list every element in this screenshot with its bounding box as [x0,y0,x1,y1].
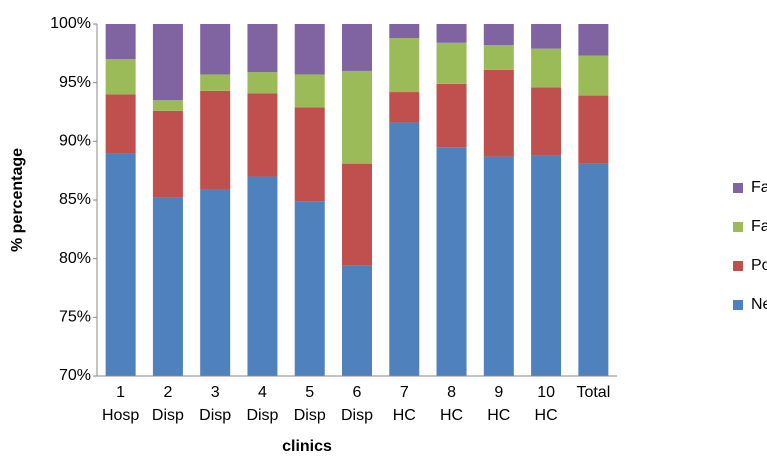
legend-label: False-Pos [751,179,767,196]
bar-segment [247,24,278,73]
bar-segment [342,265,372,376]
legend-swatch [733,261,743,271]
bar-segment [531,155,562,376]
legend-label: False-Neg [751,218,767,235]
x-axis-title: clinics [282,438,332,455]
legend-swatch [733,183,743,193]
bar-segment [294,24,325,75]
x-tick-label: Total [576,384,610,401]
x-tick-label: Disp [152,407,184,424]
bar-segment [105,59,136,95]
bar-segment [152,24,183,101]
x-tick-label: 7 [400,384,409,401]
bar-segment [389,24,420,39]
x-tick-label: Hosp [102,407,139,424]
bar-segment [105,24,136,60]
bar-segment [531,24,562,49]
bar-segment [483,45,514,70]
bar-segment [294,74,325,108]
y-tick-label: 80% [59,250,91,267]
x-tick-label: HC [393,407,416,424]
y-tick-label: 70% [59,367,91,384]
bar-segment [200,74,231,91]
bar-segment [200,90,231,190]
y-tick-label: 95% [59,74,91,91]
bar-segment [578,163,609,376]
y-tick-label: 75% [59,309,91,326]
bar-segment [578,55,609,96]
x-tick-label: Disp [199,407,231,424]
y-tick-label: 85% [59,191,91,208]
x-tick-label: 5 [305,384,314,401]
bar-segment [342,24,372,71]
x-tick-label: Disp [341,407,373,424]
bar-segment [436,147,467,376]
bar-segment [200,189,231,376]
bar-segment [294,107,325,202]
legend-swatch [733,300,743,310]
x-tick-label: 1 [116,384,125,401]
bar-segment [105,94,136,154]
bar-segment [152,197,183,376]
bar-segment [105,153,136,376]
x-tick-label: HC [487,407,510,424]
bar-segment [389,92,420,123]
x-tick-label: 9 [494,384,503,401]
x-tick-label: 6 [353,384,362,401]
bar-segment [247,72,278,94]
x-tick-label: 3 [211,384,220,401]
bar-segment [152,110,183,198]
bar-segment [483,69,514,157]
bar-segment [578,24,609,56]
x-tick-label: HC [440,407,463,424]
x-tick-label: 8 [447,384,456,401]
bar-segment [436,24,467,43]
y-axis-title: % percentage [9,148,26,252]
bar-segment [531,87,562,156]
legend-swatch [733,222,743,232]
bar-segment [294,201,325,376]
bar-segment [436,42,467,84]
bar-segment [389,122,420,376]
bar-segment [483,156,514,376]
bar-segment [483,24,514,46]
bar-segment [389,38,420,93]
bar-segment [200,24,231,75]
bar-segment [578,95,609,164]
x-tick-label: 10 [537,384,555,401]
bar-segment [247,176,278,376]
y-tick-label: 100% [50,15,91,32]
x-tick-label: Disp [294,407,326,424]
legend-label: Negative [751,296,767,313]
x-tick-label: 2 [163,384,172,401]
x-tick-label: HC [535,407,558,424]
x-tick-label: 4 [258,384,267,401]
bar-segment [436,83,467,148]
y-tick-label: 90% [59,133,91,150]
bar-segment [152,100,183,111]
bar-segment [247,93,278,177]
legend-label: Positive [751,257,767,274]
bar-segment [531,48,562,88]
x-tick-label: Disp [246,407,278,424]
bar-segment [342,163,372,266]
bar-segment [342,70,372,164]
